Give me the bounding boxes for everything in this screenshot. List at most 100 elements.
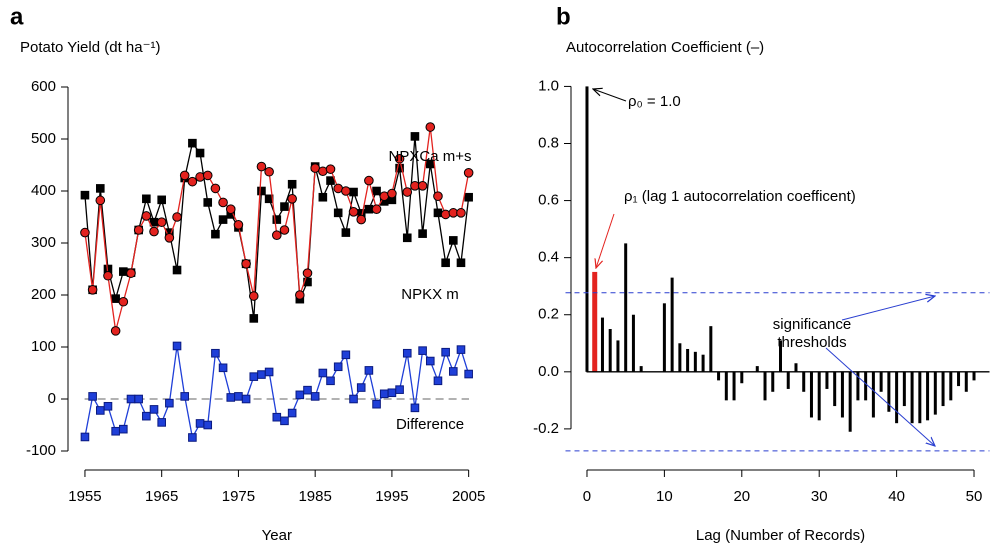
point: [425, 122, 436, 132]
point: [326, 376, 335, 386]
point: [179, 170, 190, 181]
point: [211, 348, 220, 358]
point: [280, 416, 289, 426]
point: [119, 267, 128, 276]
point: [95, 184, 105, 193]
point: [418, 229, 427, 238]
bar: [600, 317, 604, 372]
y-tick-label: 500: [31, 130, 56, 147]
x-tick-label: 1995: [375, 488, 408, 505]
bar: [585, 86, 589, 372]
bar: [949, 371, 953, 401]
panel-letter: b: [556, 3, 571, 30]
point: [449, 367, 458, 376]
point: [387, 388, 397, 398]
x-tick-label: 10: [656, 488, 673, 505]
bar: [740, 371, 744, 384]
bar: [926, 371, 930, 421]
x-tick-label: 50: [966, 488, 983, 505]
y-axis-title: Autocorrelation Coefficient (–): [566, 39, 764, 56]
point: [156, 217, 167, 227]
bar: [825, 371, 829, 389]
x-tick-label: 1965: [145, 488, 178, 505]
point: [88, 392, 97, 401]
bar: [871, 371, 875, 418]
series-label: Difference: [396, 416, 464, 433]
bar: [631, 314, 635, 372]
bar: [624, 243, 628, 372]
point: [248, 291, 259, 301]
point: [157, 195, 166, 205]
bar: [732, 371, 736, 401]
arrow: [593, 89, 627, 102]
bar: [616, 340, 620, 372]
point: [195, 172, 205, 182]
point: [456, 345, 466, 354]
y-tick-label: -0.2: [533, 420, 559, 437]
bar: [786, 371, 790, 389]
bar: [895, 371, 899, 424]
bar: [972, 371, 976, 381]
point: [110, 326, 121, 336]
point: [264, 166, 274, 177]
point: [341, 350, 351, 360]
point: [417, 181, 428, 191]
point: [372, 186, 381, 196]
x-axis-title: Lag (Number of Records): [696, 527, 865, 544]
point: [456, 258, 466, 268]
point: [287, 408, 297, 418]
point: [402, 187, 413, 197]
point: [141, 211, 152, 221]
bar: [933, 371, 937, 415]
bar: [709, 326, 713, 372]
point: [172, 341, 182, 351]
point: [464, 369, 473, 379]
y-tick-label: 100: [31, 338, 56, 355]
y-tick-label: 0.0: [538, 363, 559, 380]
point: [379, 389, 389, 399]
point: [188, 138, 197, 148]
point: [218, 197, 228, 208]
bar: [864, 371, 868, 401]
point: [272, 230, 282, 240]
point: [103, 270, 113, 281]
bar: [670, 277, 674, 372]
bar: [964, 371, 968, 392]
point: [95, 406, 105, 415]
point: [325, 164, 336, 174]
point: [341, 186, 351, 196]
point: [256, 161, 267, 172]
point: [464, 192, 473, 202]
x-axis-title: Year: [262, 527, 292, 544]
point: [441, 347, 450, 357]
point: [333, 362, 343, 372]
point: [318, 368, 328, 378]
point: [394, 153, 405, 164]
x-tick-label: 1985: [298, 488, 331, 505]
point: [142, 411, 151, 421]
arrow: [596, 213, 615, 268]
point: [364, 366, 374, 375]
y-tick-label: 1.0: [538, 77, 559, 94]
bar: [717, 371, 721, 381]
x-tick-label: 2005: [452, 488, 485, 505]
point: [310, 392, 320, 401]
point: [425, 356, 435, 366]
point: [295, 390, 305, 400]
point: [157, 418, 166, 427]
x-tick-label: 30: [811, 488, 828, 505]
point: [395, 163, 404, 173]
point: [303, 385, 312, 395]
point: [318, 192, 328, 202]
point: [164, 233, 175, 243]
x-tick-label: 20: [733, 488, 750, 505]
point: [303, 277, 312, 287]
annotation: significance: [773, 316, 851, 333]
point: [210, 183, 221, 194]
point: [356, 214, 367, 225]
point: [410, 403, 420, 413]
point: [356, 383, 366, 392]
point: [249, 372, 259, 381]
point: [195, 148, 205, 158]
point: [103, 401, 113, 411]
